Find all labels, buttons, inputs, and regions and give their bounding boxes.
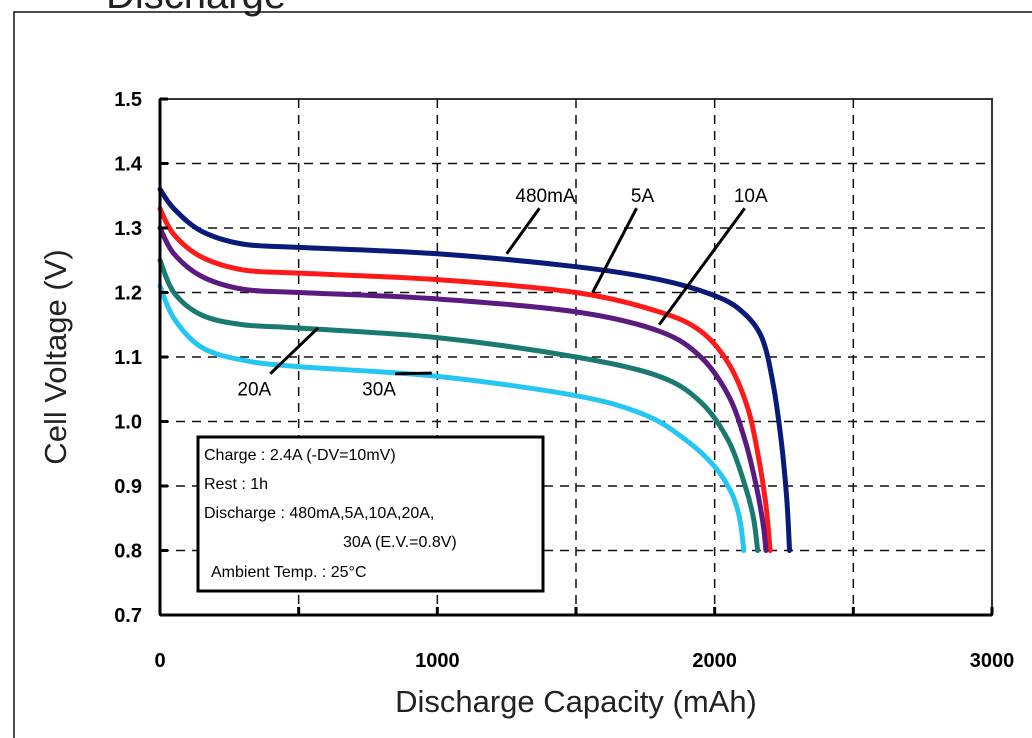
condition-discharge-cont: 30A (E.V.=0.8V)	[343, 534, 457, 551]
annotation-labels: 480mA 5A 10A 20A 30A	[237, 186, 768, 401]
series-label-5a: 5A	[631, 186, 655, 207]
series-label-480ma: 480mA	[515, 186, 576, 207]
series-line-20a	[157, 257, 761, 553]
series-line-30a	[157, 283, 747, 553]
y-tick-label: 1.1	[114, 347, 142, 369]
conditions-box: Charge : 2.4A (-DV=10mV) Rest : 1h Disch…	[196, 435, 545, 593]
y-tick-label: 1.2	[114, 283, 142, 305]
series-label-30a: 30A	[362, 380, 396, 401]
y-tick-label: 1.4	[114, 154, 143, 176]
x-axis-label: Discharge Capacity (mAh)	[395, 684, 757, 719]
series-label-10a: 10A	[734, 186, 768, 207]
annotation-leaders	[269, 207, 746, 376]
y-tick-label: 0.9	[114, 476, 142, 498]
x-tick-label: 1000	[415, 650, 460, 672]
y-axis-label: Cell Voltage (V)	[38, 249, 73, 464]
condition-rest: Rest : 1h	[204, 476, 268, 493]
x-tick-label: 0	[154, 650, 165, 672]
axis-ticks: 0 1000 2000 3000 0.7 0.8 0.9 1.0 1.1 1.2 1.3 1.4 1.5	[114, 89, 1014, 672]
leader-line-10a	[657, 207, 746, 326]
series-line-480ma	[157, 186, 793, 553]
series-line-5a	[157, 206, 773, 553]
x-tick-label: 3000	[970, 650, 1015, 672]
outer-frame	[13, 11, 1032, 738]
condition-ambient-temp: Ambient Temp. : 25°C	[211, 564, 367, 581]
y-tick-label: 1.3	[114, 218, 142, 240]
leader-line-5a	[591, 207, 638, 294]
leader-line-30a	[395, 371, 432, 376]
frame-title: Discharge	[106, 0, 286, 17]
series-label-20a: 20A	[237, 380, 271, 401]
series-line-10a	[157, 225, 769, 553]
y-tick-label: 0.8	[114, 541, 142, 563]
y-tick-label: 0.7	[114, 605, 142, 627]
leader-line-20a	[269, 326, 320, 375]
condition-charge: Charge : 2.4A (-DV=10mV)	[204, 447, 396, 464]
y-tick-label: 1.0	[114, 412, 142, 434]
series-group	[157, 186, 793, 553]
y-tick-label: 1.5	[114, 89, 142, 111]
conditions-border	[196, 435, 545, 593]
x-tick-label: 2000	[692, 650, 737, 672]
condition-discharge: Discharge : 480mA,5A,10A,20A,	[204, 505, 434, 522]
leader-line-480ma	[505, 207, 541, 255]
